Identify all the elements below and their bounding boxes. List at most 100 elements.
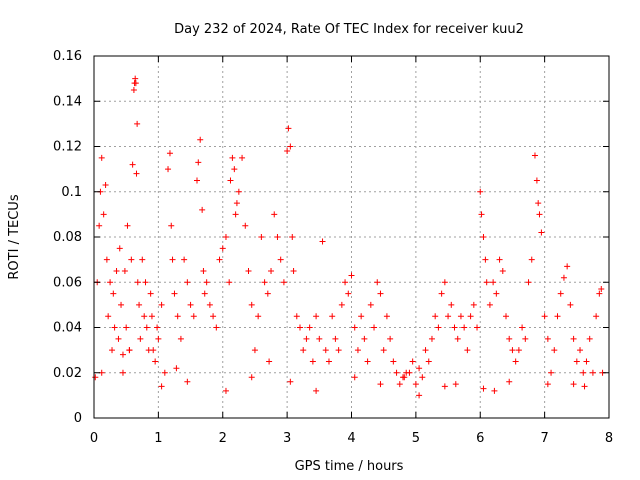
data-point [364,358,371,365]
data-point [201,290,208,297]
data-point [155,335,162,342]
data-point [409,358,416,365]
data-point [306,324,313,331]
data-point [96,222,103,229]
data-point [432,313,439,320]
data-point [457,313,464,320]
data-point [325,358,332,365]
data-point [137,335,144,342]
data-point [300,347,307,354]
data-point [184,279,191,286]
data-point [118,301,125,308]
data-point [200,267,207,274]
data-point [573,358,580,365]
data-point [165,166,172,173]
data-point [141,313,148,320]
data-point [258,234,265,240]
data-point [181,256,188,263]
data-point [242,222,249,229]
data-point [345,290,352,297]
data-point [554,313,561,320]
data-point [139,256,146,263]
x-tick-labels: 0 1 2 3 4 5 6 7 8 [90,431,613,446]
data-point [222,387,229,394]
data-point [166,150,173,157]
data-point [313,387,320,394]
data-point [100,211,107,218]
data-point [390,358,397,365]
data-point [268,267,275,274]
data-point [129,161,136,168]
data-point [132,80,139,87]
y-tick-label: 0.16 [53,49,82,64]
data-point [483,279,490,286]
data-point [132,75,139,82]
data-point [593,313,600,320]
data-point [313,313,320,320]
data-point [121,267,128,274]
y-tick-label: 0.06 [53,275,82,290]
data-point [348,272,355,279]
data-point [134,120,141,127]
x-tick-label: 4 [347,431,355,446]
data-point [248,374,255,381]
data-point [261,279,268,286]
data-point [332,335,339,342]
data-point [293,313,300,320]
y-tick-label: 0.1 [61,185,82,200]
data-point [297,324,303,331]
y-tick-label: 0.04 [53,321,82,336]
data-point [506,335,513,342]
chart-title: Day 232 of 2024, Rate Of TEC Index for r… [174,22,524,37]
data-point [448,301,455,308]
x-axis-label: GPS time / hours [295,459,404,474]
data-point [499,267,506,274]
data-point [319,238,326,245]
data-point [478,211,485,218]
data-point [454,335,461,342]
data-point [589,369,596,376]
data-point [467,313,474,320]
data-point [528,256,535,263]
data-point [226,279,233,286]
data-point [287,143,294,150]
data-point [130,86,137,93]
data-point [533,177,540,184]
data-point [412,381,419,388]
data-point [396,381,403,388]
data-point [184,378,191,385]
data-point [152,358,159,365]
data-point [451,324,458,331]
data-point [227,177,234,184]
data-point [538,229,545,236]
data-point [351,374,358,381]
data-point [199,206,206,213]
data-point [169,256,176,263]
data-point [98,154,105,161]
data-point [541,313,548,320]
grid-lines [94,56,609,418]
data-point [380,347,387,354]
data-point [136,301,143,308]
data-point [338,301,345,308]
data-point [586,335,593,342]
x-tick-label: 1 [154,431,162,446]
data-point [316,335,323,342]
data-point [480,234,487,240]
x-tick-label: 7 [540,431,548,446]
data-point [438,290,445,297]
data-point [361,335,368,342]
data-point [422,347,429,354]
data-point [509,347,516,354]
y-tick-label: 0.08 [53,230,82,245]
axis-ticks [93,55,610,419]
data-point [142,279,149,286]
data-point [470,301,477,308]
data-point [452,381,459,388]
data-point [133,170,140,177]
data-point [154,324,161,331]
data-point [115,335,122,342]
data-point [477,188,484,195]
data-point [271,211,278,218]
